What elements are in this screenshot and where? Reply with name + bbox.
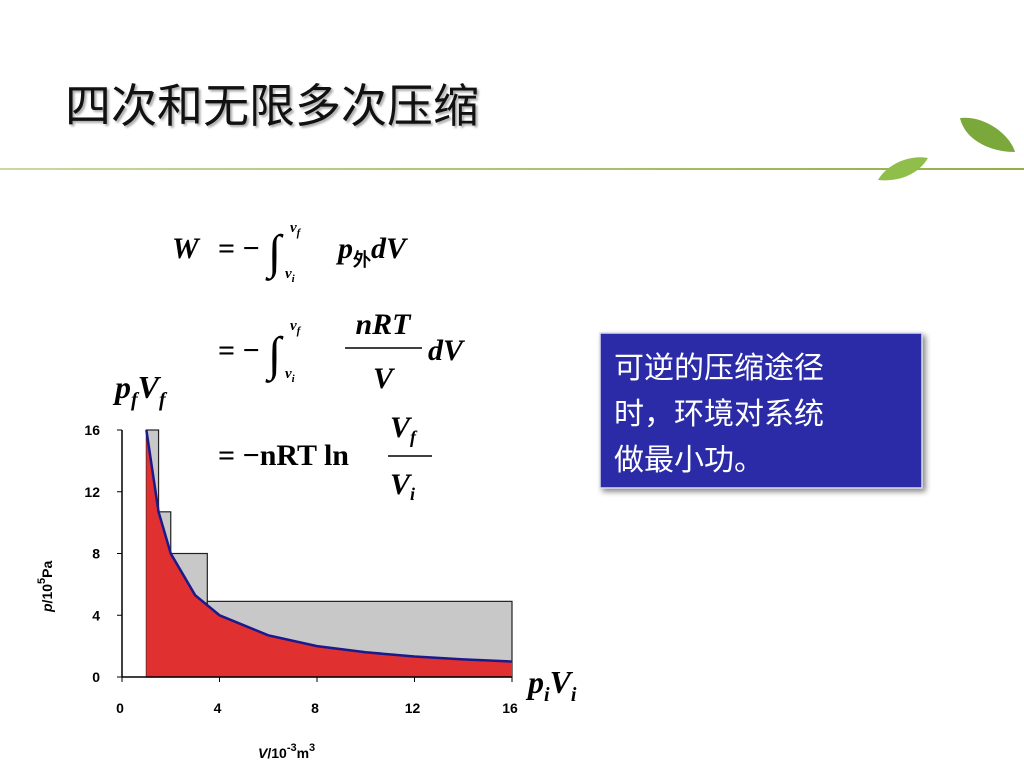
symbol: i xyxy=(292,273,296,285)
symbol: dV xyxy=(371,232,409,265)
annotation-part: V xyxy=(138,369,162,405)
label-part: m xyxy=(297,745,309,761)
label-part: Pa xyxy=(39,561,55,578)
leaf xyxy=(878,157,928,181)
symbol: f xyxy=(297,227,302,239)
equation-line: = −nRT ln Vf Vi xyxy=(218,411,432,504)
y-tick-label: 16 xyxy=(84,422,100,438)
symbol: = −nRT ln xyxy=(218,439,349,472)
y-tick-label: 8 xyxy=(92,546,100,562)
y-tick-label: 12 xyxy=(84,484,100,500)
slide-title: 四次和无限多次压缩 xyxy=(65,79,479,133)
annotation-part: p xyxy=(525,664,544,700)
y-tick-label: 0 xyxy=(92,669,100,685)
symbol: p xyxy=(335,232,353,265)
note-text: 时，环境对系统 xyxy=(614,397,824,432)
limit: vf xyxy=(290,220,302,239)
x-tick-label: 4 xyxy=(214,700,222,716)
symbol: v xyxy=(290,318,297,334)
area xyxy=(146,430,512,677)
x-tick-label: 16 xyxy=(502,700,518,716)
limit: vf xyxy=(290,318,302,337)
annotation-part: f xyxy=(159,389,168,411)
label-part: /10 xyxy=(39,584,55,604)
annotation-part: V xyxy=(550,664,574,700)
denominator: Vi xyxy=(390,468,415,504)
label-part: -3 xyxy=(287,742,297,754)
annotation-part: f xyxy=(131,389,140,411)
y-tick-label: 4 xyxy=(92,607,100,623)
limit: vi xyxy=(285,266,296,285)
curve-line xyxy=(145,429,513,663)
x-tick-label: 8 xyxy=(311,700,319,716)
symbol: v xyxy=(290,220,297,236)
numerator: nRT xyxy=(355,308,412,341)
symbol: W xyxy=(172,232,201,265)
denominator: V xyxy=(373,362,396,395)
symbol: i xyxy=(410,484,415,504)
label-part: V xyxy=(258,745,269,761)
symbol: V xyxy=(390,468,413,501)
note-text: 可逆的压缩途径 xyxy=(614,351,824,386)
symbol: dV xyxy=(428,334,466,367)
numerator: Vf xyxy=(390,411,418,447)
leaf xyxy=(960,117,1015,152)
equation-line: = − ∫ vf vi nRT V dV xyxy=(218,308,466,395)
x-tick-label: 12 xyxy=(405,700,421,716)
annotation: piVi xyxy=(525,664,577,706)
x-tick-label: 0 xyxy=(116,700,124,716)
symbol: v xyxy=(285,266,292,282)
annotation-part: i xyxy=(571,684,577,706)
symbol: f xyxy=(297,325,302,337)
symbol: i xyxy=(292,373,296,385)
note-box xyxy=(599,332,923,489)
symbol: = − xyxy=(218,334,260,367)
equation-line: W = − ∫ vf vi p外dV xyxy=(172,220,409,285)
symbol: v xyxy=(285,366,292,382)
label-part: /10 xyxy=(267,745,287,761)
symbol: V xyxy=(390,411,413,444)
symbol: 外 xyxy=(353,249,371,270)
label-part: 5 xyxy=(36,578,48,584)
note-text: 做最小功。 xyxy=(614,443,764,478)
annotation-part: i xyxy=(544,684,550,706)
symbol: = − xyxy=(218,232,260,265)
integral: ∫ xyxy=(265,226,284,281)
annotation: pfVf xyxy=(112,369,168,411)
label-part: 3 xyxy=(309,742,315,754)
integral: ∫ xyxy=(265,328,284,383)
label-part: p xyxy=(39,603,55,613)
annotation-part: p xyxy=(112,369,131,405)
integrand: p外dV xyxy=(335,232,409,270)
x-axis-label: V/10-3m3 xyxy=(258,742,315,761)
title-rule xyxy=(0,168,1024,170)
y-axis-label: p/105Pa xyxy=(36,561,55,613)
limit: vi xyxy=(285,366,296,385)
symbol: f xyxy=(410,427,418,447)
